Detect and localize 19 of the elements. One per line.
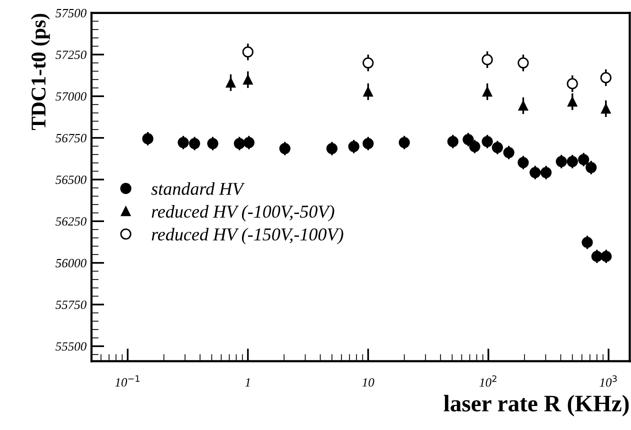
y-tick-label: 55750 <box>56 300 86 309</box>
y-tick-label: 56000 <box>56 258 86 268</box>
legend-label: standard HV <box>151 182 245 196</box>
y-tick-label: 57250 <box>56 50 86 60</box>
y-tick-label: 56500 <box>56 176 86 184</box>
y-tick-label: 56750 <box>56 134 86 142</box>
y-axis-title: TDC1-t0 (ps) <box>30 14 50 130</box>
x-axis-title: laser rate R (KHz) <box>444 394 629 416</box>
legend-label: reduced HV (-100V,-50V) <box>152 205 334 222</box>
y-tick-label: 56250 <box>56 217 86 226</box>
y-tick-label: 57000 <box>56 92 86 101</box>
y-tick-label: 55500 <box>56 342 86 351</box>
legend-label: reduced HV (-150V,-100V) <box>152 228 344 244</box>
x-tick-label: 10$^{2}$ <box>479 375 496 387</box>
y-tick-label: 57500 <box>56 8 86 18</box>
x-tick-label: 10 <box>362 378 374 387</box>
x-tick-label: 1 <box>245 378 250 387</box>
x-tick-label: 10$^{−1}$ <box>115 375 140 387</box>
x-tick-label: 10$^{3}$ <box>600 375 617 387</box>
